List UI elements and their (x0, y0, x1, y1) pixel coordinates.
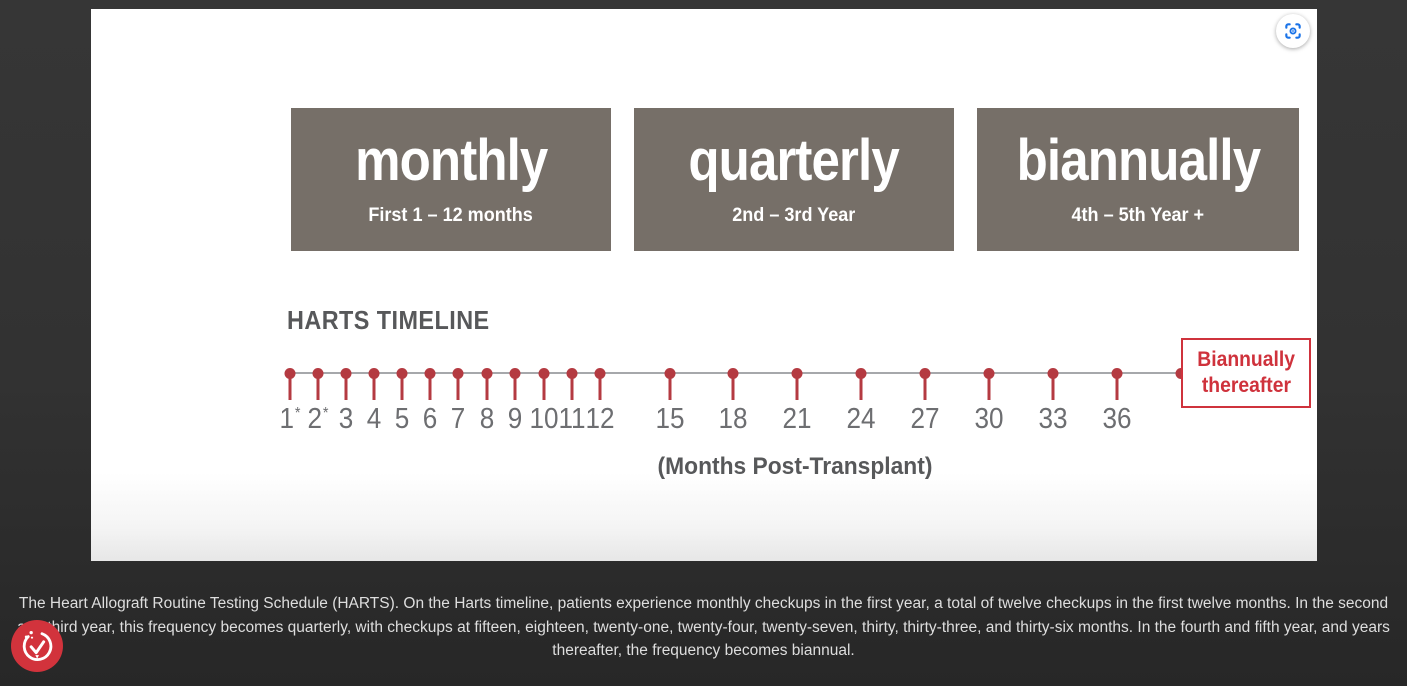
schedule-box-biannually: biannually 4th – 5th Year + (977, 108, 1299, 251)
tick-month-label: 36 (1102, 403, 1132, 435)
schedule-box-subtitle: First 1 – 12 months (368, 205, 534, 226)
tick-month-label: 18 (718, 403, 748, 435)
schedule-box-subtitle: 2nd – 3rd Year (732, 205, 856, 226)
tick-stem (795, 377, 799, 400)
tick-dot (594, 368, 606, 379)
tick-month-label: 27 (910, 403, 940, 435)
schedule-box-monthly: monthly First 1 – 12 months (291, 108, 611, 251)
tick-dot (664, 368, 676, 379)
tick-dot (509, 368, 521, 379)
schedule-box-title: biannually (1016, 128, 1260, 193)
tick-dot (791, 368, 803, 379)
tick-dot (396, 368, 408, 379)
tick-dot (424, 368, 436, 379)
tick-month-label: 12 (585, 403, 615, 435)
tick-stem (400, 377, 404, 400)
clock-check-icon (22, 631, 53, 661)
visual-search-button[interactable] (1276, 14, 1310, 48)
tick-dot (566, 368, 578, 379)
tick-stem (542, 377, 546, 400)
tick-month-label: 5 (394, 403, 410, 435)
tick-dot (368, 368, 380, 379)
logo-badge[interactable] (11, 620, 63, 672)
tick-stem (288, 377, 292, 400)
tick-stem (987, 377, 991, 400)
tick-dot (284, 368, 296, 379)
tick-month-label: 30 (974, 403, 1004, 435)
tick-month-label: 4 (366, 403, 382, 435)
tick-dot (340, 368, 352, 379)
tick-dot (919, 368, 931, 379)
tick-dot (983, 368, 995, 379)
end-box-line1: Biannually (1197, 348, 1295, 371)
asterisk-mark: * (322, 405, 329, 422)
tick-month-label: 1* (279, 403, 301, 435)
tick-stem (923, 377, 927, 400)
tick-stem (513, 377, 517, 400)
tick-month-label: 15 (655, 403, 685, 435)
biannually-thereafter-box: Biannually thereafter (1181, 338, 1311, 408)
tick-dot (727, 368, 739, 379)
tick-stem (570, 377, 574, 400)
tick-stem (1051, 377, 1055, 400)
tick-stem (372, 377, 376, 400)
figure-caption: The Heart Allograft Routine Testing Sche… (0, 592, 1407, 663)
tick-month-label: 7 (450, 403, 466, 435)
tick-stem (1115, 377, 1119, 400)
tick-month-label: 2* (307, 403, 329, 435)
tick-dot (1111, 368, 1123, 379)
tick-stem (456, 377, 460, 400)
end-box-line2: thereafter (1201, 374, 1291, 397)
tick-dot (481, 368, 493, 379)
tick-month-label: 33 (1038, 403, 1068, 435)
tick-month-label: 21 (782, 403, 812, 435)
schedule-box-title: monthly (354, 128, 548, 193)
tick-stem (731, 377, 735, 400)
tick-stem (668, 377, 672, 400)
camera-viewfinder-icon (1285, 23, 1301, 39)
tick-month-label: 24 (846, 403, 876, 435)
schedule-box-subtitle: 4th – 5th Year + (1071, 205, 1205, 226)
tick-month-label: 10 (529, 403, 559, 435)
tick-stem (485, 377, 489, 400)
caption-line: The Heart Allograft Routine Testing Sche… (18, 595, 1389, 612)
caption-line: thereafter, the frequency becomes biannu… (552, 642, 855, 659)
schedule-box-title: quarterly (688, 128, 900, 193)
tick-stem (428, 377, 432, 400)
tick-dot (538, 368, 550, 379)
tick-stem (316, 377, 320, 400)
tick-dot (312, 368, 324, 379)
axis-label: (Months Post-Transplant) (657, 453, 933, 480)
tick-month-label: 11 (558, 403, 586, 435)
schedule-box-quarterly: quarterly 2nd – 3rd Year (634, 108, 954, 251)
tick-stem (859, 377, 863, 400)
tick-month-label: 6 (422, 403, 438, 435)
timeline-heading: HARTS TIMELINE (287, 305, 490, 335)
figure-panel: monthly First 1 – 12 months quarterly 2n… (91, 9, 1317, 561)
tick-month-label: 9 (507, 403, 523, 435)
caption-line: and third year, this frequency becomes q… (17, 618, 1390, 636)
tick-dot (855, 368, 867, 379)
asterisk-mark: * (294, 405, 301, 422)
tick-dot (452, 368, 464, 379)
tick-stem (598, 377, 602, 400)
tick-month-label: 8 (479, 403, 495, 435)
tick-dot (1047, 368, 1059, 379)
tick-stem (344, 377, 348, 400)
tick-month-label: 3 (338, 403, 354, 435)
